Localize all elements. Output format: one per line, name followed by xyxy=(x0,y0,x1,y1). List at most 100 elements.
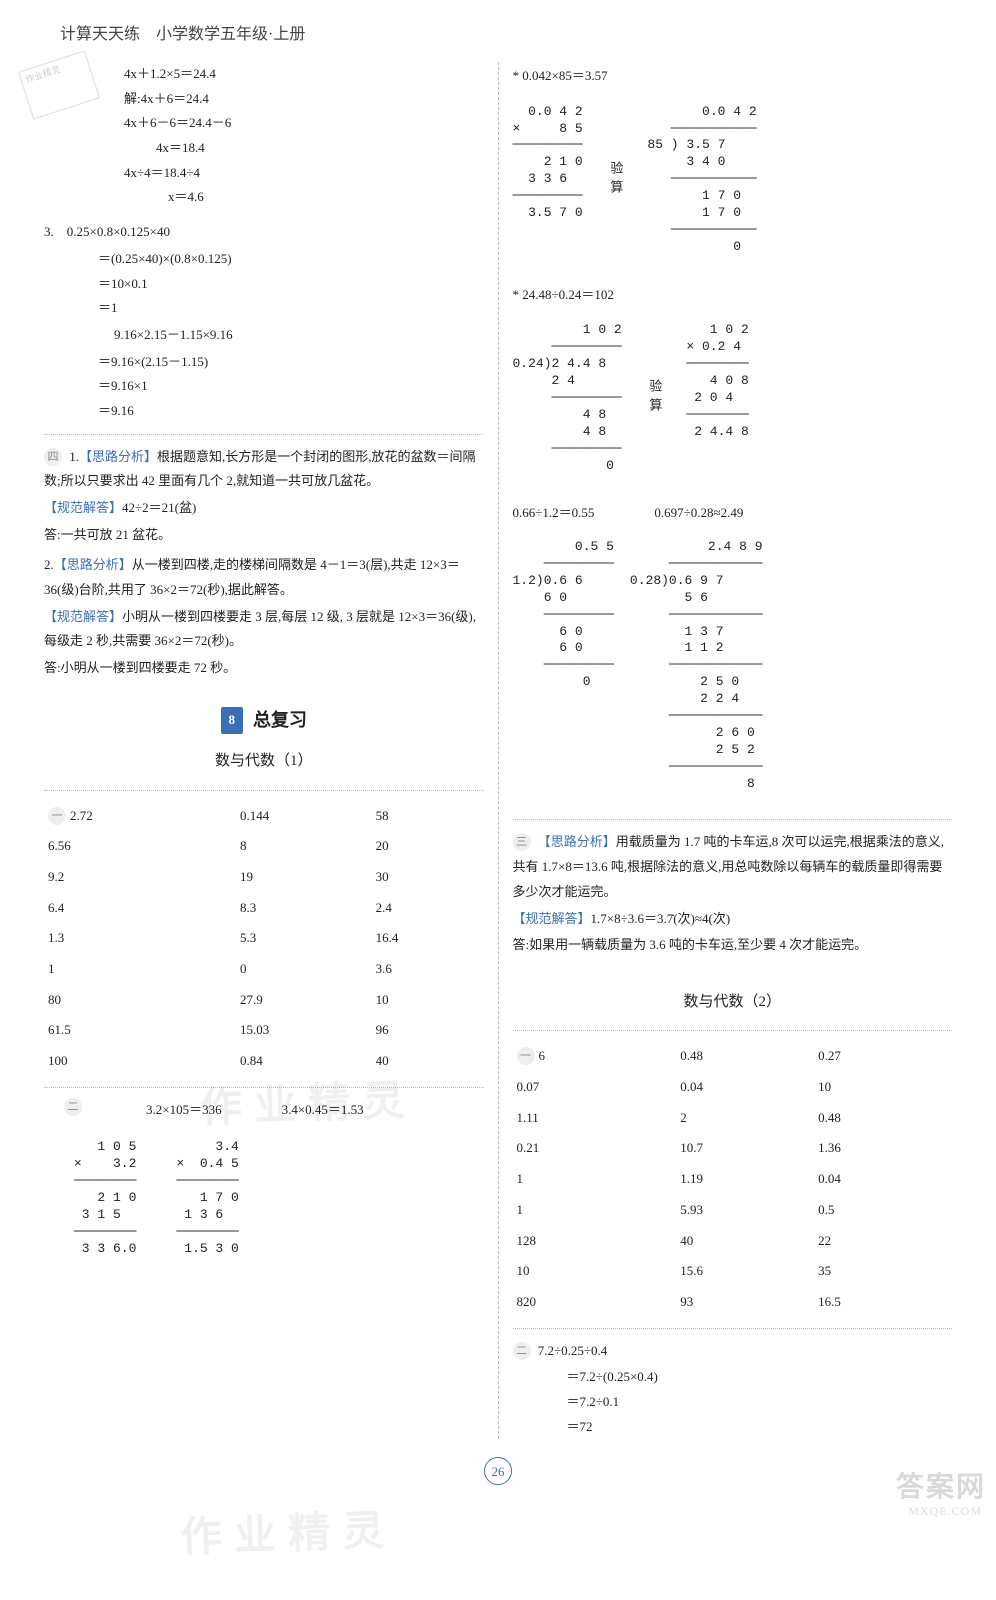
watermark: 作业精灵 xyxy=(179,1496,397,1565)
separator xyxy=(44,434,484,435)
eq-line: ＝9.16×1 xyxy=(98,374,484,399)
norm-label: 【规范解答】 xyxy=(44,609,122,624)
table-row: 8027.910 xyxy=(44,985,484,1016)
table-cell: 16.4 xyxy=(372,923,484,954)
eq-line: ＝7.2÷(0.25×0.4) xyxy=(567,1365,953,1390)
table-cell: 0.04 xyxy=(814,1164,952,1195)
calc-r3-heads: 0.66÷1.2＝0.55 0.697÷0.28≈2.49 xyxy=(513,501,953,526)
table-row: 6.48.32.4 xyxy=(44,893,484,924)
table-cell: 58 xyxy=(372,801,484,832)
table-cell: 1.3 xyxy=(44,923,236,954)
vertical-calc-pair: 1 0 5 × 3.2 ──────── 2 1 0 3 1 5 ───────… xyxy=(74,1126,484,1270)
table-cell: 8.3 xyxy=(236,893,372,924)
vertical-calc: 0.0 4 2 ─────────── 85 ) 3.5 7 3 4 0 ───… xyxy=(647,104,756,256)
separator xyxy=(513,1030,953,1031)
table-cell: 一2.72 xyxy=(44,801,236,832)
table-cell: 0 xyxy=(236,954,372,985)
analysis-label: 【思路分析】 xyxy=(79,449,157,464)
problem-3b-steps: ＝9.16×(2.15－1.15) ＝9.16×1 ＝9.16 xyxy=(98,350,484,424)
table-row: 1.35.316.4 xyxy=(44,923,484,954)
answer-table-2: 一60.480.270.070.04101.1120.480.2110.71.3… xyxy=(513,1041,953,1317)
table-cell: 2 xyxy=(676,1103,814,1134)
table-row: 11.190.04 xyxy=(513,1164,953,1195)
table-cell: 1 xyxy=(44,954,236,985)
problem-3-head: 3. 0.25×0.8×0.125×40 xyxy=(44,220,484,245)
calc-headers: 二 3.2×105＝336 3.4×0.45＝1.53 xyxy=(64,1098,484,1123)
site-watermark: 答案网 xyxy=(896,1465,986,1505)
calc-row-3: 0.5 5 ───────── 1.2)0.6 6 6 0 ───────── … xyxy=(513,526,953,805)
eq-line: ＝1 xyxy=(98,296,484,321)
eq-line: 4x÷4＝18.4÷4 xyxy=(124,161,484,186)
calc-row-1: 0.0 4 2 × 8 5 ───────── 2 1 0 3 3 6 ────… xyxy=(513,91,953,269)
table-row: 0.2110.71.36 xyxy=(513,1133,953,1164)
eq-line: ＝(0.25×40)×(0.8×0.125) xyxy=(98,247,484,272)
table-cell: 0.5 xyxy=(814,1195,952,1226)
table-cell: 0.07 xyxy=(513,1072,677,1103)
right-column: * 0.042×85＝3.57 0.0 4 2 × 8 5 ───────── … xyxy=(499,62,967,1439)
circle-icon: 一 xyxy=(48,807,66,825)
table-cell: 1.19 xyxy=(676,1164,814,1195)
calc-row-2: 1 0 2 ───────── 0.24)2 4.4 8 2 4 ───────… xyxy=(513,309,953,487)
vertical-calc: 1 0 2 × 0.2 4 ──────── 4 0 8 2 0 4 ─────… xyxy=(686,322,748,440)
eq-line: 解:4x＋6＝24.4 xyxy=(124,87,484,112)
table-cell: 100 xyxy=(44,1046,236,1077)
table-cell: 0.48 xyxy=(676,1041,814,1072)
table-row: 1284022 xyxy=(513,1226,953,1257)
norm-answer-3: 【规范解答】1.7×8÷3.6＝3.7̇(次)≈4(次) xyxy=(513,907,953,932)
table-cell: 128 xyxy=(513,1226,677,1257)
answer-table-1: 一2.720.144586.568209.219306.48.32.41.35.… xyxy=(44,801,484,1077)
norm-text: 1.7×8÷3.6＝3.7̇(次)≈4(次) xyxy=(591,911,731,926)
vertical-calc: 0.5 5 ───────── 1.2)0.6 6 6 0 ───────── … xyxy=(513,539,614,691)
table-cell: 15.6 xyxy=(676,1256,814,1287)
verify-label: 验算 xyxy=(599,161,632,199)
table-row: 8209316.5 xyxy=(513,1287,953,1318)
table-cell: 10 xyxy=(513,1256,677,1287)
page-number: 26 xyxy=(30,1457,966,1485)
table-row: 9.21930 xyxy=(44,862,484,893)
eq-line: 4x＋1.2×5＝24.4 xyxy=(124,62,484,87)
circle-3-icon: 三 xyxy=(513,833,531,851)
question-4-1: 四 1.【思路分析】根据题意知,长方形是一个封闭的图形,放花的盆数＝间隔数;所以… xyxy=(44,445,484,494)
table-cell: 6.56 xyxy=(44,831,236,862)
section-number-box: 8 xyxy=(221,707,244,734)
table-cell: 10 xyxy=(372,985,484,1016)
table-cell: 9.2 xyxy=(44,862,236,893)
table-cell: 一6 xyxy=(513,1041,677,1072)
table-cell: 96 xyxy=(372,1015,484,1046)
left-column: 4x＋1.2×5＝24.4 解:4x＋6＝24.4 4x＋6－6＝24.4－6 … xyxy=(30,62,499,1439)
table-cell: 0.27 xyxy=(814,1041,952,1072)
table-row: 一2.720.14458 xyxy=(44,801,484,832)
vertical-calc: 2.4 8 9 ──────────── 0.28)0.6 9 7 5 6 ──… xyxy=(630,539,763,792)
page-header: 计算天天练 小学数学五年级·上册 xyxy=(30,20,966,44)
eq-line: ＝72 xyxy=(567,1415,953,1440)
calc-r3b-head: 0.697÷0.28≈2.49 xyxy=(654,501,743,526)
eq-line: 4x＝18.4 xyxy=(156,136,484,161)
eq-line: ＝9.16 xyxy=(98,399,484,424)
answer-3: 答:如果用一辆载质量为 3.6 吨的卡车运,至少要 4 次才能运完。 xyxy=(513,933,953,958)
table-cell: 1 xyxy=(513,1164,677,1195)
separator xyxy=(513,819,953,820)
table-cell: 0.21 xyxy=(513,1133,677,1164)
eq-line: 4x＋6－6＝24.4－6 xyxy=(124,111,484,136)
norm-label: 【规范解答】 xyxy=(513,911,591,926)
table-cell: 20 xyxy=(372,831,484,862)
equation-block-1: 4x＋1.2×5＝24.4 解:4x＋6＝24.4 4x＋6－6＝24.4－6 … xyxy=(124,62,484,210)
problem-3-steps: ＝(0.25×40)×(0.8×0.125) ＝10×0.1 ＝1 xyxy=(98,247,484,321)
table-cell: 10 xyxy=(814,1072,952,1103)
separator xyxy=(44,790,484,791)
table-row: 0.070.0410 xyxy=(513,1072,953,1103)
separator xyxy=(513,1328,953,1329)
table-row: 1000.8440 xyxy=(44,1046,484,1077)
question-4-2: 2.【思路分析】从一楼到四楼,走的楼梯间隔数是 4－1＝3(层),共走 12×3… xyxy=(44,553,484,602)
table-row: 1.1120.48 xyxy=(513,1103,953,1134)
eq-line: ＝10×0.1 xyxy=(98,272,484,297)
table-row: 6.56820 xyxy=(44,831,484,862)
vertical-calc-a: 1 0 5 × 3.2 ──────── 2 1 0 3 1 5 ───────… xyxy=(74,1139,136,1257)
table-cell: 0.144 xyxy=(236,801,372,832)
table-cell: 820 xyxy=(513,1287,677,1318)
calc-r2-head: * 24.48÷0.24＝102 xyxy=(513,283,953,308)
circle-icon: 二 xyxy=(64,1098,82,1116)
vertical-calc-b: 3.4 × 0.4 5 ──────── 1 7 0 1 3 6 ───────… xyxy=(176,1139,238,1257)
table-row: 1015.635 xyxy=(513,1256,953,1287)
table-cell: 8 xyxy=(236,831,372,862)
